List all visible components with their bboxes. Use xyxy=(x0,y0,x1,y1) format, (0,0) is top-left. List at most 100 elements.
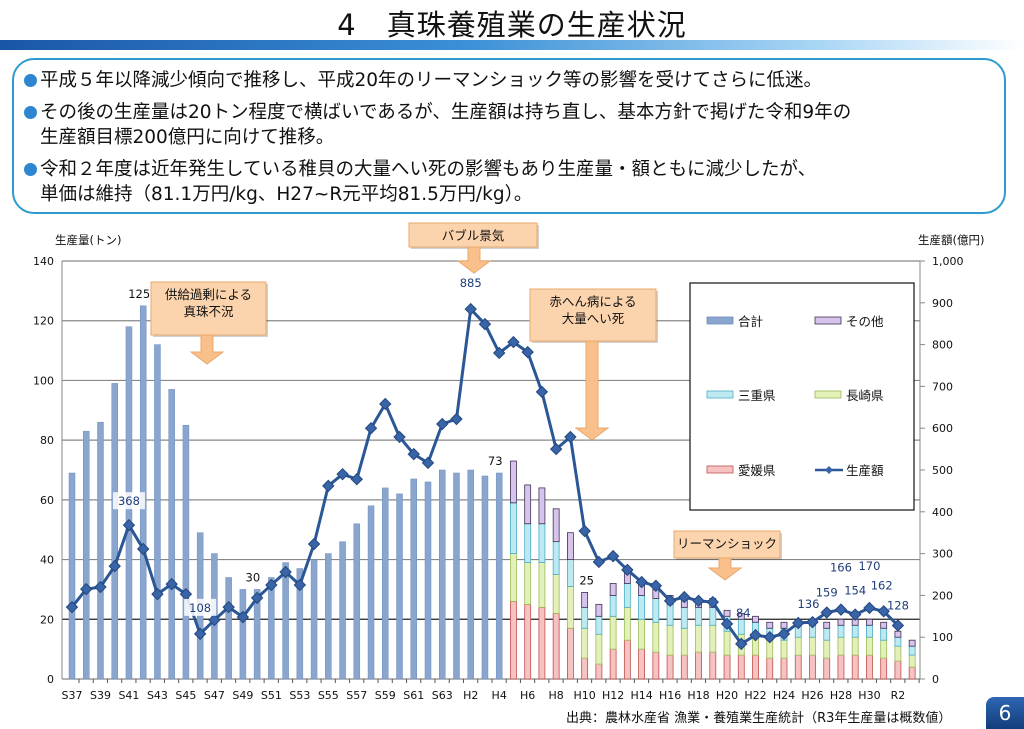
x-tick-label: S37 xyxy=(62,689,83,700)
summary-box: 平成５年以降減少傾向で推移し、平成20年のリーマンショック等の影響を受けてさらに… xyxy=(12,58,1006,214)
bar-長崎県 xyxy=(567,586,574,629)
bar-長崎県 xyxy=(652,621,660,653)
bar-total xyxy=(495,472,503,680)
summary-item: 令和２年度は近年発生している稚貝の大量へい死の影響もあり生産量・額ともに減少した… xyxy=(24,157,816,207)
bar-data-label: 125 xyxy=(128,287,150,301)
bar-愛媛県 xyxy=(737,654,745,680)
title-underline xyxy=(0,40,1024,50)
bar-その他 xyxy=(766,621,774,629)
bar-三重県 xyxy=(510,502,517,555)
bar-愛媛県 xyxy=(623,639,631,680)
bar-三重県 xyxy=(695,606,702,626)
line-marker xyxy=(94,580,107,594)
line-marker xyxy=(663,594,677,608)
x-tick-label: S55 xyxy=(318,689,339,700)
bar-total xyxy=(310,559,318,680)
line-marker xyxy=(379,397,392,411)
line-marker xyxy=(820,606,833,619)
line-marker xyxy=(322,479,335,493)
callout-lehman: リーマンショック xyxy=(673,530,782,581)
y-tick-label: 60 xyxy=(40,494,54,507)
bar-三重県 xyxy=(581,606,589,629)
line-data-label: 162 xyxy=(871,578,893,592)
line-marker xyxy=(649,579,663,592)
bar-三重県 xyxy=(623,583,631,608)
bar-その他 xyxy=(880,621,888,629)
bar-愛媛県 xyxy=(837,654,845,680)
line-marker xyxy=(478,317,492,331)
bar-長崎県 xyxy=(595,633,603,665)
bar-愛媛県 xyxy=(794,654,802,680)
bar-data-label: 73 xyxy=(488,454,503,468)
bar-その他 xyxy=(524,484,532,525)
callout-text: 供給過剰による xyxy=(165,287,252,302)
bar-長崎県 xyxy=(894,645,902,662)
bar-total xyxy=(111,383,118,680)
line-marker xyxy=(806,615,819,629)
y2-tick-label: 0 xyxy=(932,673,939,686)
bar-その他 xyxy=(823,621,831,629)
bar-愛媛県 xyxy=(880,657,888,680)
bar-total xyxy=(481,475,489,680)
y-tick-label: 140 xyxy=(33,255,54,268)
bar-data-label: 25 xyxy=(579,573,594,587)
bar-長崎県 xyxy=(524,562,532,605)
y2-tick-label: 200 xyxy=(932,589,953,602)
bar-愛媛県 xyxy=(752,654,759,680)
line-marker xyxy=(592,555,606,569)
bar-長崎県 xyxy=(638,618,645,650)
line-marker xyxy=(393,430,406,444)
bar-total xyxy=(438,469,446,680)
bar-その他 xyxy=(510,460,517,504)
bar-その他 xyxy=(894,630,902,638)
bar-total xyxy=(424,481,432,680)
y2-tick-label: 500 xyxy=(932,464,953,477)
x-tick-label: H14 xyxy=(630,689,652,700)
x-tick-label: H16 xyxy=(659,689,681,700)
bar-その他 xyxy=(780,621,788,629)
x-tick-label: S39 xyxy=(90,689,111,700)
line-marker xyxy=(464,302,477,316)
x-tick-label: H26 xyxy=(801,689,823,700)
callout-text: 大量へい死 xyxy=(562,311,625,326)
line-marker xyxy=(763,630,776,644)
bar-三重県 xyxy=(894,636,902,647)
bar-長崎県 xyxy=(666,624,674,656)
line-marker xyxy=(848,608,862,621)
x-tick-label: S41 xyxy=(118,689,139,700)
bar-三重県 xyxy=(524,523,532,563)
bar-三重県 xyxy=(823,627,831,641)
legend-swatch xyxy=(706,390,734,399)
line-data-label: 368 xyxy=(118,494,140,508)
bar-三重県 xyxy=(666,603,674,626)
bar-愛媛県 xyxy=(695,651,702,680)
bar-その他 xyxy=(752,615,759,623)
legend-swatch xyxy=(706,316,734,325)
bar-長崎県 xyxy=(623,606,631,641)
x-tick-label: S47 xyxy=(204,689,225,700)
bar-total xyxy=(268,577,275,680)
line-marker xyxy=(436,417,449,431)
bar-その他 xyxy=(567,532,574,560)
bar-長崎県 xyxy=(837,636,845,656)
line-marker xyxy=(635,575,648,589)
bar-愛媛県 xyxy=(809,654,816,680)
bar-長崎県 xyxy=(680,627,688,656)
line-marker xyxy=(521,345,534,359)
source-note: 出典：農林水産省 漁業・養殖業生産統計（R3年生産量は概数値） xyxy=(566,711,952,726)
line-data-label: 136 xyxy=(798,597,820,611)
bar-愛媛県 xyxy=(581,657,589,680)
bar-三重県 xyxy=(851,624,859,638)
bar-data-label: 30 xyxy=(246,570,261,584)
x-tick-label: H6 xyxy=(520,689,535,700)
bar-愛媛県 xyxy=(851,654,859,680)
summary-item: その後の生産量は20トン程度で横ばいであるが、生産額は持ち直し、基本方針で掲げた… xyxy=(24,100,851,150)
line-marker xyxy=(108,559,121,573)
x-tick-label: H4 xyxy=(492,689,507,700)
bar-total xyxy=(82,430,90,680)
y2-tick-label: 100 xyxy=(932,631,953,644)
line-marker xyxy=(749,628,762,642)
line-marker xyxy=(265,578,278,592)
legend-label: 生産額 xyxy=(846,463,884,478)
